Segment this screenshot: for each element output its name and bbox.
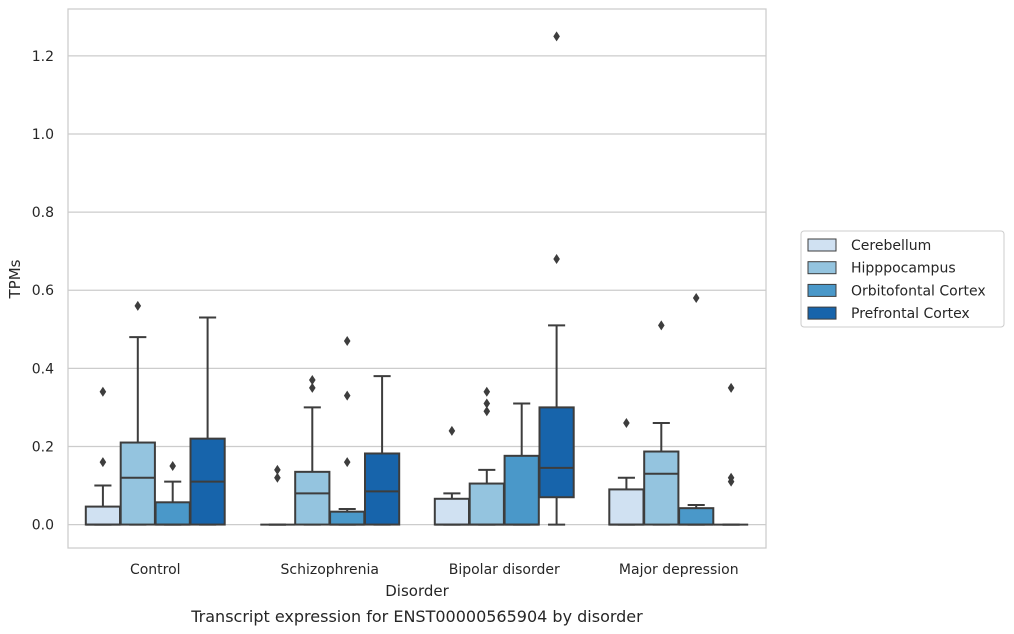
box-2-2 (503, 402, 540, 526)
legend-swatch (807, 238, 837, 252)
outlier-point (134, 300, 142, 311)
outlier-point (274, 464, 281, 475)
box-body (363, 452, 401, 526)
y-tick-label: 0.2 (32, 439, 54, 455)
box-2-0 (433, 425, 471, 526)
outlier-point (727, 382, 735, 393)
box-body (468, 482, 505, 526)
outlier-point (343, 457, 351, 468)
box-3-3 (713, 382, 749, 526)
box-1-0 (260, 464, 295, 526)
x-tick-label: Major depression (619, 562, 739, 578)
box-body (119, 441, 156, 526)
box-0-3 (189, 316, 226, 526)
outlier-point (553, 253, 560, 264)
legend-frame (800, 230, 1005, 328)
plot-area (84, 31, 749, 526)
box-2-3 (538, 31, 575, 526)
outlier-point (692, 293, 700, 304)
plot-frame (67, 8, 767, 549)
x-tick-labels: Control Schizophrenia Bipolar disorder Majo… (130, 562, 739, 578)
y-tick-labels: 0.0 0.2 0.4 0.6 0.8 1.0 1.2 (32, 49, 54, 534)
legend-label: Cerebellum (851, 238, 931, 254)
outlier-point (553, 31, 560, 42)
legend-label: Hipppocampus (851, 261, 956, 277)
y-tick-label: 1.2 (32, 49, 54, 65)
grid-lines (68, 55, 766, 526)
legend-swatch (807, 261, 837, 275)
legend-label: Orbitofontal Cortex (851, 283, 986, 299)
y-tick-label: 0.8 (32, 205, 54, 221)
box-0-1 (119, 300, 156, 526)
box-body (643, 450, 680, 526)
outlier-point (727, 472, 735, 483)
box-3-1 (643, 320, 680, 526)
outlier-point (169, 460, 176, 471)
box-body (538, 406, 575, 499)
box-1-1 (294, 375, 331, 526)
box-body (678, 507, 715, 526)
outlier-point (99, 386, 107, 397)
box-0-0 (84, 386, 122, 526)
outlier-point (448, 425, 456, 436)
legend: Cerebellum Hipppocampus Orbitofontal Corte… (800, 230, 1005, 328)
outlier-point (309, 382, 316, 393)
outlier-point (343, 335, 351, 346)
x-tick-label: Control (130, 562, 181, 578)
x-tick-label: Bipolar disorder (449, 562, 560, 578)
outlier-point (309, 375, 316, 386)
box-1-3 (363, 375, 401, 526)
outlier-point (99, 457, 107, 468)
legend-swatch (807, 306, 837, 320)
y-tick-label: 0.6 (32, 283, 54, 299)
box-1-2 (329, 335, 366, 526)
outlier-point (658, 320, 665, 331)
outlier-point (623, 418, 630, 429)
legend-label: Prefrontal Cortex (851, 306, 970, 322)
x-tick-label: Schizophrenia (281, 562, 379, 578)
outlier-point (274, 472, 281, 483)
outlier-point (483, 398, 491, 409)
outlier-point (483, 406, 491, 417)
box-3-2 (678, 293, 715, 526)
box-3-0 (608, 418, 645, 526)
legend-swatch (807, 283, 837, 297)
box-body (608, 488, 645, 526)
box-body (433, 497, 471, 526)
y-axis-title: TPMs (6, 259, 24, 299)
box-body (294, 470, 331, 526)
box-body (503, 454, 540, 526)
y-tick-label: 1.0 (32, 127, 54, 143)
box-body (154, 501, 191, 526)
box-body (329, 510, 366, 526)
box-2-1 (468, 386, 505, 526)
chart-caption: Transcript expression for ENST0000056590… (190, 607, 643, 626)
box-body (84, 505, 122, 526)
box-0-2 (154, 460, 191, 526)
y-tick-label: 0.0 (32, 518, 54, 534)
outlier-point (483, 386, 491, 397)
x-axis-title: Disorder (385, 582, 449, 600)
outlier-point (343, 390, 351, 401)
y-tick-label: 0.4 (32, 361, 54, 377)
